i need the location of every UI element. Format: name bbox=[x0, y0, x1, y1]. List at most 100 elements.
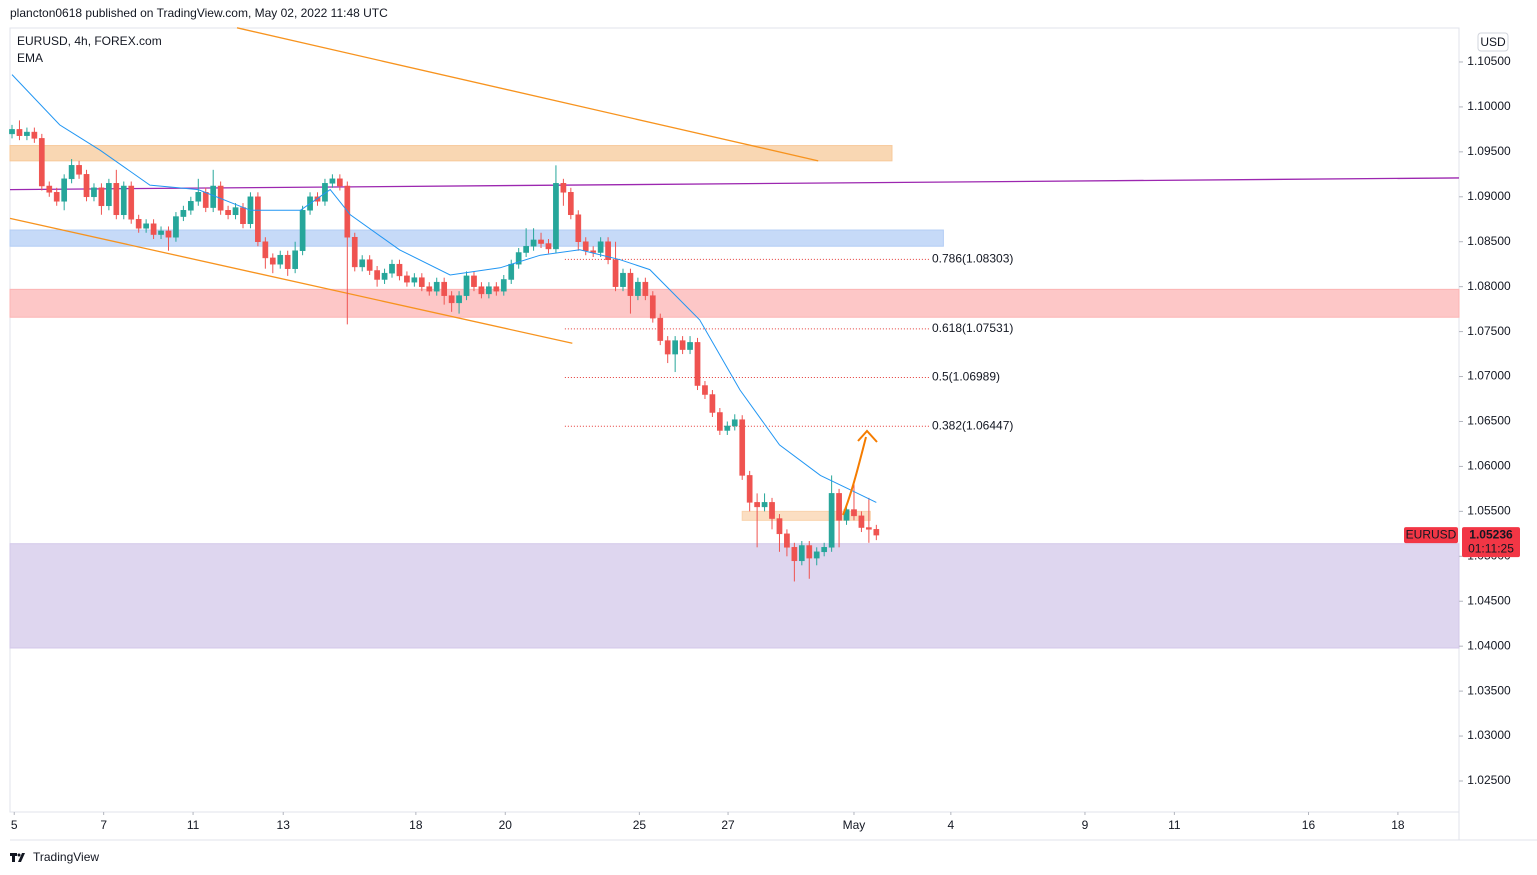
zone bbox=[741, 510, 871, 521]
currency-box[interactable] bbox=[1477, 32, 1509, 52]
candle-body bbox=[187, 201, 194, 211]
x-tick-label: 18 bbox=[409, 818, 423, 832]
candle-body bbox=[284, 254, 291, 269]
candle-body bbox=[873, 529, 880, 536]
candle-body bbox=[642, 281, 649, 296]
candle-body bbox=[500, 279, 507, 292]
candle-body bbox=[269, 257, 276, 265]
candle-body bbox=[120, 185, 127, 216]
candle-body bbox=[150, 223, 157, 235]
candle-body bbox=[560, 183, 567, 193]
candle-body bbox=[478, 286, 485, 295]
candle-body bbox=[277, 254, 284, 265]
candle-body bbox=[769, 502, 775, 519]
symbol-title: EURUSD, 4h, FOREX.com bbox=[17, 34, 162, 48]
candle-body bbox=[672, 340, 679, 355]
arrow-head bbox=[857, 429, 878, 443]
candle-body bbox=[858, 515, 865, 528]
candle-body bbox=[374, 270, 380, 280]
x-tick-label: 20 bbox=[499, 818, 513, 832]
candle-body bbox=[292, 250, 299, 269]
candle-body bbox=[359, 259, 366, 268]
candle-body bbox=[530, 239, 537, 247]
candle-body bbox=[31, 131, 38, 139]
x-tick-label: 27 bbox=[721, 818, 735, 832]
y-tick-label: 1.05500 bbox=[1467, 504, 1511, 518]
candle-body bbox=[202, 192, 209, 208]
candle-body bbox=[418, 277, 425, 287]
zone bbox=[9, 288, 1460, 318]
y-tick-label: 1.04000 bbox=[1467, 638, 1511, 652]
countdown: 01:11:25 bbox=[1468, 541, 1514, 555]
currency[interactable]: USD bbox=[1480, 35, 1506, 49]
candle-body bbox=[746, 475, 753, 503]
chart-layer: 0.786(1.08303) 0.618(1.07531) 0.5(1.06989)… bbox=[9, 27, 1460, 649]
candle-body bbox=[463, 275, 470, 296]
candle-body bbox=[657, 317, 664, 341]
indicator-name: EMA bbox=[17, 51, 43, 65]
candle-body bbox=[38, 138, 45, 187]
candle-body bbox=[508, 263, 515, 280]
x-tick-label: 13 bbox=[277, 818, 291, 832]
candle-body bbox=[717, 412, 723, 431]
candle-body bbox=[851, 509, 857, 517]
trendline bbox=[9, 177, 1460, 191]
candle-body bbox=[813, 551, 820, 559]
candle-body bbox=[709, 394, 716, 413]
zone bbox=[9, 145, 893, 162]
candle-body bbox=[679, 340, 686, 350]
candle-body bbox=[91, 187, 97, 198]
candle-body bbox=[68, 165, 75, 180]
candle-body bbox=[761, 502, 768, 508]
candle-body bbox=[128, 185, 135, 220]
candle-body bbox=[165, 230, 172, 238]
candle-body bbox=[195, 192, 202, 202]
candle-body bbox=[441, 281, 448, 296]
y-tick-label: 1.10500 bbox=[1467, 54, 1511, 68]
price-tag-label: 1.05236 bbox=[1469, 527, 1513, 541]
y-tick-label: 1.06000 bbox=[1467, 459, 1511, 473]
candle-body bbox=[255, 196, 261, 242]
candle-body bbox=[724, 425, 731, 431]
candle-body bbox=[806, 545, 813, 559]
x-tick-label: 16 bbox=[1302, 818, 1316, 832]
y-tick-label: 1.09000 bbox=[1467, 189, 1511, 203]
candle-body bbox=[627, 272, 634, 296]
symbol-tag-label: EURUSD bbox=[1406, 527, 1457, 541]
candle-body bbox=[322, 183, 328, 202]
x-tick-label: 11 bbox=[187, 818, 200, 832]
y-tick-label: 1.08000 bbox=[1467, 279, 1511, 293]
candle-body bbox=[61, 178, 68, 202]
candle-body bbox=[180, 210, 187, 217]
candle-body bbox=[299, 210, 306, 251]
candle-body bbox=[784, 533, 790, 548]
zone bbox=[9, 229, 944, 247]
candle-body bbox=[687, 342, 693, 350]
symbol-tag bbox=[1404, 527, 1458, 544]
candle-body bbox=[225, 210, 231, 216]
candle-body bbox=[46, 185, 53, 193]
candle-body bbox=[351, 236, 358, 268]
candle-body bbox=[329, 178, 336, 184]
candle-body bbox=[866, 527, 872, 530]
candle-body bbox=[620, 272, 626, 287]
candle-body bbox=[635, 281, 641, 296]
y-tick-label: 1.02500 bbox=[1467, 773, 1511, 787]
x-tick-label: 7 bbox=[100, 818, 107, 832]
candle-body bbox=[158, 230, 164, 235]
candle-body bbox=[404, 275, 410, 283]
candle-body bbox=[314, 196, 321, 202]
candle-body bbox=[731, 419, 738, 427]
candle-body bbox=[821, 547, 828, 553]
candle-body bbox=[776, 518, 783, 535]
candle-body bbox=[411, 277, 418, 283]
candle-body bbox=[381, 272, 388, 280]
candle-body bbox=[426, 286, 433, 292]
candle-body bbox=[649, 295, 656, 319]
candle-body bbox=[76, 165, 82, 175]
candle-body bbox=[798, 545, 805, 562]
candle-body bbox=[16, 129, 23, 136]
y-tick-label: 1.07500 bbox=[1467, 324, 1511, 338]
